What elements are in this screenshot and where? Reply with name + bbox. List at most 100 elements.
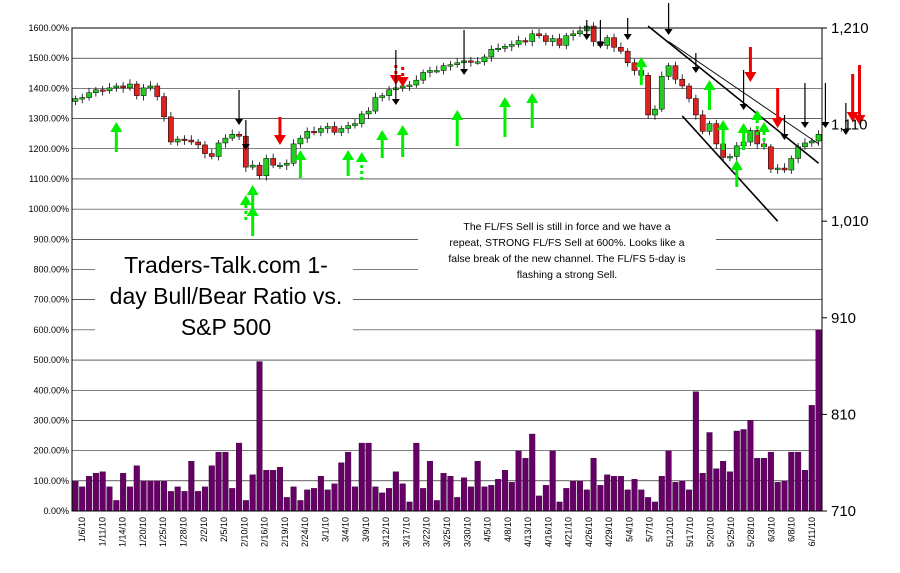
green-buy-arrow <box>355 152 368 180</box>
candle-body <box>747 130 754 143</box>
x-tick-label: 3/4/10 <box>341 517 351 542</box>
ratio-bar <box>433 500 440 512</box>
ratio-bar <box>720 460 727 512</box>
x-tick-label: 3/22/10 <box>422 517 432 547</box>
candle-body <box>618 47 624 52</box>
ratio-bar <box>167 491 174 512</box>
ratio-bar <box>392 471 399 512</box>
ratio-bar <box>495 479 502 512</box>
candle-body <box>808 140 815 144</box>
green-buy-arrow <box>526 93 539 128</box>
ratio-bar <box>276 467 283 512</box>
ratio-bar <box>372 486 379 512</box>
red-sell-arrow <box>273 117 286 145</box>
candle-body <box>406 84 413 87</box>
candle-body <box>358 113 365 124</box>
candle-body <box>106 87 113 92</box>
candle-body <box>236 134 242 137</box>
ratio-bar <box>447 476 454 512</box>
ratio-bar <box>631 479 638 512</box>
ratio-bar <box>92 473 99 512</box>
candle-body <box>713 123 720 145</box>
black-signal-arrow <box>691 53 700 73</box>
ratio-bar <box>529 433 536 512</box>
annotation-background <box>418 212 716 286</box>
ratio-bar <box>331 483 338 512</box>
x-tick-label: 3/25/10 <box>442 517 452 547</box>
candle-body <box>733 145 740 157</box>
ratio-bar <box>672 482 679 512</box>
candle-body <box>249 164 256 168</box>
black-signal-arrow <box>596 20 605 48</box>
ratio-bar <box>133 465 140 512</box>
candle-body <box>543 35 549 42</box>
bull-bear-ratio-bars <box>72 329 822 512</box>
ratio-bar <box>317 476 324 512</box>
x-tick-label: 5/28/10 <box>746 517 756 547</box>
candle-body <box>699 114 706 132</box>
ratio-bar <box>515 450 522 512</box>
candle-body <box>79 97 86 100</box>
ratio-bar <box>290 486 297 512</box>
ratio-bar <box>236 442 243 512</box>
candle-body <box>522 40 529 43</box>
annotation-line: repeat, STRONG FL/FS Sell at 600%. Looks… <box>449 237 684 249</box>
x-tick-label: 4/8/10 <box>503 517 513 542</box>
annotation-line: flashing a strong Sell. <box>517 269 617 281</box>
candle-body <box>604 37 611 46</box>
ratio-bar <box>126 486 133 512</box>
candle-body <box>147 85 154 89</box>
x-tick-label: 5/7/10 <box>645 517 655 542</box>
ratio-bar <box>651 501 658 512</box>
right-tick-label: 710 <box>831 503 856 520</box>
candle-body <box>781 167 788 171</box>
candle-body <box>624 50 631 64</box>
x-tick-label: 4/16/10 <box>543 517 553 547</box>
candle-body <box>611 37 617 48</box>
green-buy-arrow <box>239 195 252 220</box>
candle-body <box>536 33 542 36</box>
ratio-bar <box>311 488 318 512</box>
candle-body <box>297 137 304 145</box>
annotation-note: The FL/FS Sell is still in force and we … <box>418 212 716 286</box>
ratio-bar <box>563 488 570 512</box>
candle-body <box>474 61 481 64</box>
ratio-bar <box>161 480 168 512</box>
left-axis-ticks: 0.00% 100.00% 200.00% 300.00% 400.00% 500.00%… <box>28 23 69 516</box>
ratio-bar <box>345 451 352 512</box>
candle-body <box>515 40 522 45</box>
left-tick-label: 1300.00% <box>28 114 69 124</box>
green-buy-arrow <box>737 123 750 150</box>
left-tick-label: 1400.00% <box>28 83 69 93</box>
black-signal-arrow <box>821 83 830 128</box>
candle-body <box>386 89 392 96</box>
trend-channel-line <box>681 115 779 222</box>
green-buy-arrow <box>110 122 123 152</box>
candle-body <box>120 85 126 89</box>
x-tick-label: 5/17/10 <box>685 517 695 547</box>
candle-body <box>379 95 386 98</box>
ratio-bar <box>740 429 747 512</box>
ratio-bar <box>781 480 788 512</box>
x-tick-label: 1/28/10 <box>178 517 188 547</box>
candle-body <box>665 65 672 77</box>
ratio-bar <box>188 460 195 512</box>
ratio-bar <box>154 480 161 512</box>
candle-body <box>481 56 488 63</box>
candle-body <box>277 164 283 167</box>
ratio-bar <box>658 476 665 512</box>
candle-body <box>672 65 679 80</box>
green-buy-arrow <box>717 120 730 150</box>
title-background <box>95 247 353 347</box>
candle-body <box>202 144 208 154</box>
candle-body <box>174 138 181 143</box>
ratio-bar <box>147 480 154 512</box>
candle-body <box>331 126 338 133</box>
candle-body <box>454 62 461 65</box>
candle-body <box>658 76 665 110</box>
candle-body <box>270 158 276 166</box>
black-signal-arrow <box>664 3 673 35</box>
left-tick-label: 500.00% <box>33 355 69 365</box>
candle-body <box>440 65 447 71</box>
x-tick-label: 4/26/10 <box>584 517 594 547</box>
